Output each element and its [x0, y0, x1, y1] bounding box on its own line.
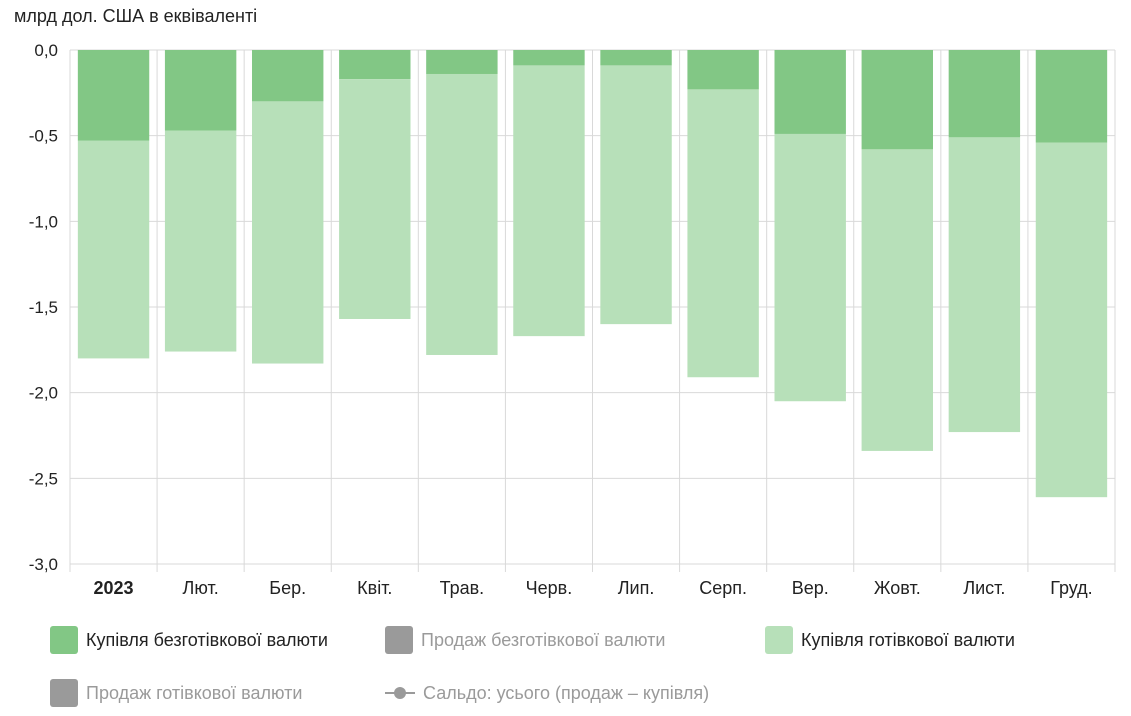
- x-tick-label: Жовт.: [874, 578, 921, 598]
- bar-cashless-purchase: [513, 50, 585, 66]
- legend-swatch: [765, 626, 793, 654]
- legend-label: Купівля безготівкової валюти: [86, 629, 328, 650]
- bar-cashless-purchase: [426, 50, 498, 74]
- x-tick-label: Лип.: [618, 578, 655, 598]
- bar-cashless-purchase: [164, 50, 237, 131]
- bar-cash-purchase: [426, 73, 498, 355]
- legend-swatch: [50, 679, 78, 707]
- y-tick-label: -3,0: [29, 555, 58, 574]
- legend-label: Продаж безготівкової валюти: [421, 629, 666, 650]
- legend-swatch: [50, 626, 78, 654]
- legend-swatch: [385, 626, 413, 654]
- legend-item[interactable]: Сальдо: усього (продаж – купівля): [385, 679, 709, 707]
- bar-cashless-purchase: [339, 50, 411, 80]
- legend-label: Купівля готівкової валюти: [801, 629, 1015, 650]
- legend-item[interactable]: Продаж готівкової валюти: [50, 679, 302, 707]
- y-tick-label: -1,5: [29, 298, 58, 317]
- bar-cash-purchase: [339, 79, 411, 319]
- legend-item[interactable]: Продаж безготівкової валюти: [385, 626, 665, 654]
- x-tick-label: Трав.: [440, 578, 485, 598]
- bars: [77, 50, 1108, 498]
- bar-cashless-purchase: [600, 50, 672, 66]
- x-tick-label: 2023: [94, 578, 134, 598]
- x-tick-label: Вер.: [792, 578, 829, 598]
- bar-cash-purchase: [861, 149, 933, 451]
- legend-label: Сальдо: усього (продаж – купівля): [423, 682, 710, 703]
- y-tick-label: -0,5: [29, 127, 58, 146]
- x-tick-label: Бер.: [269, 578, 306, 598]
- bar-cash-purchase: [1035, 142, 1108, 498]
- legend-item[interactable]: Купівля безготівкової валюти: [50, 626, 328, 654]
- bar-cashless-purchase: [77, 50, 150, 141]
- x-tick-label: Черв.: [526, 578, 573, 598]
- bar-cash-purchase: [948, 137, 1021, 433]
- bar-cashless-purchase: [687, 50, 759, 90]
- y-axis: 0,0 -0,5 -1,0 -1,5 -2,0 -2,5 -3,0: [29, 41, 58, 574]
- bar-cashless-purchase: [948, 50, 1021, 138]
- x-tick-label: Лют.: [183, 578, 219, 598]
- x-axis: 2023 Лют. Бер. Квіт. Трав. Черв. Лип. Серп. Вер.…: [94, 578, 1093, 598]
- y-tick-label: -2,0: [29, 384, 58, 403]
- line-marker-icon: [385, 679, 415, 707]
- bar-cash-purchase: [600, 65, 672, 325]
- y-tick-label: 0,0: [34, 41, 58, 60]
- bar-cash-purchase: [774, 133, 846, 402]
- bar-cash-purchase: [687, 89, 759, 378]
- x-tick-label: Груд.: [1050, 578, 1092, 598]
- gridlines: [69, 49, 1116, 572]
- bar-cash-purchase: [77, 140, 150, 359]
- bar-cashless-purchase: [774, 50, 846, 134]
- bar-cashless-purchase: [1035, 50, 1108, 143]
- x-tick-label: Серп.: [699, 578, 747, 598]
- y-tick-label: -1,0: [29, 212, 58, 231]
- y-axis-unit-label: млрд дол. США в еквіваленті: [14, 6, 258, 26]
- legend-label: Продаж готівкової валюти: [86, 682, 303, 703]
- bar-cash-purchase: [252, 101, 324, 364]
- x-tick-label: Лист.: [963, 578, 1005, 598]
- bar-cashless-purchase: [252, 50, 324, 102]
- bar-cashless-purchase: [861, 50, 933, 150]
- bar-cash-purchase: [513, 65, 585, 337]
- bar-cash-purchase: [164, 130, 237, 352]
- x-tick-label: Квіт.: [357, 578, 392, 598]
- stacked-bar-chart: 0,0 -0,5 -1,0 -1,5 -2,0 -2,5 -3,0 2023 Лют. Бер.…: [29, 41, 1116, 598]
- y-tick-label: -2,5: [29, 469, 58, 488]
- legend-item[interactable]: Купівля готівкової валюти: [765, 626, 1015, 654]
